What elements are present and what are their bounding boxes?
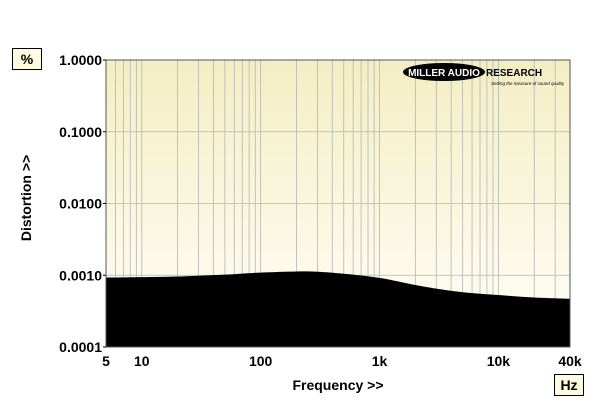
logo: MILLER AUDIO RESEARCH Setting the measur… — [403, 63, 565, 86]
logo-text-miller-audio: MILLER AUDIO — [408, 68, 480, 79]
x-tick-label: 40k — [558, 353, 582, 369]
y-unit-box: % — [12, 48, 42, 70]
x-tick-label: 10k — [487, 353, 511, 369]
logo-tagline: Setting the measure of sound quality — [491, 81, 565, 86]
y-tick-label: 1.0000 — [59, 52, 102, 68]
x-tick-label: 1k — [372, 353, 388, 369]
x-axis-title: Frequency >> — [292, 377, 383, 393]
logo-text-research: RESEARCH — [486, 68, 542, 79]
y-tick-labels: 1.0000 0.1000 0.0100 0.0010 0.0001 — [59, 52, 106, 355]
y-axis-title: Distortion >> — [18, 155, 34, 241]
logo-oval — [403, 63, 485, 81]
x-tick-label: 5 — [102, 353, 110, 369]
x-tick-label: 10 — [134, 353, 150, 369]
distortion-area — [106, 271, 570, 347]
y-tick-label: 0.0001 — [59, 339, 102, 355]
x-tick-label: 100 — [249, 353, 273, 369]
x-unit-box: Hz — [554, 374, 584, 396]
y-tick-label: 0.0010 — [59, 267, 102, 283]
y-tick-label: 0.0100 — [59, 196, 102, 212]
x-tick-labels: 5 10 100 1k 10k 40k — [102, 353, 582, 369]
y-tick-label: 0.1000 — [59, 124, 102, 140]
